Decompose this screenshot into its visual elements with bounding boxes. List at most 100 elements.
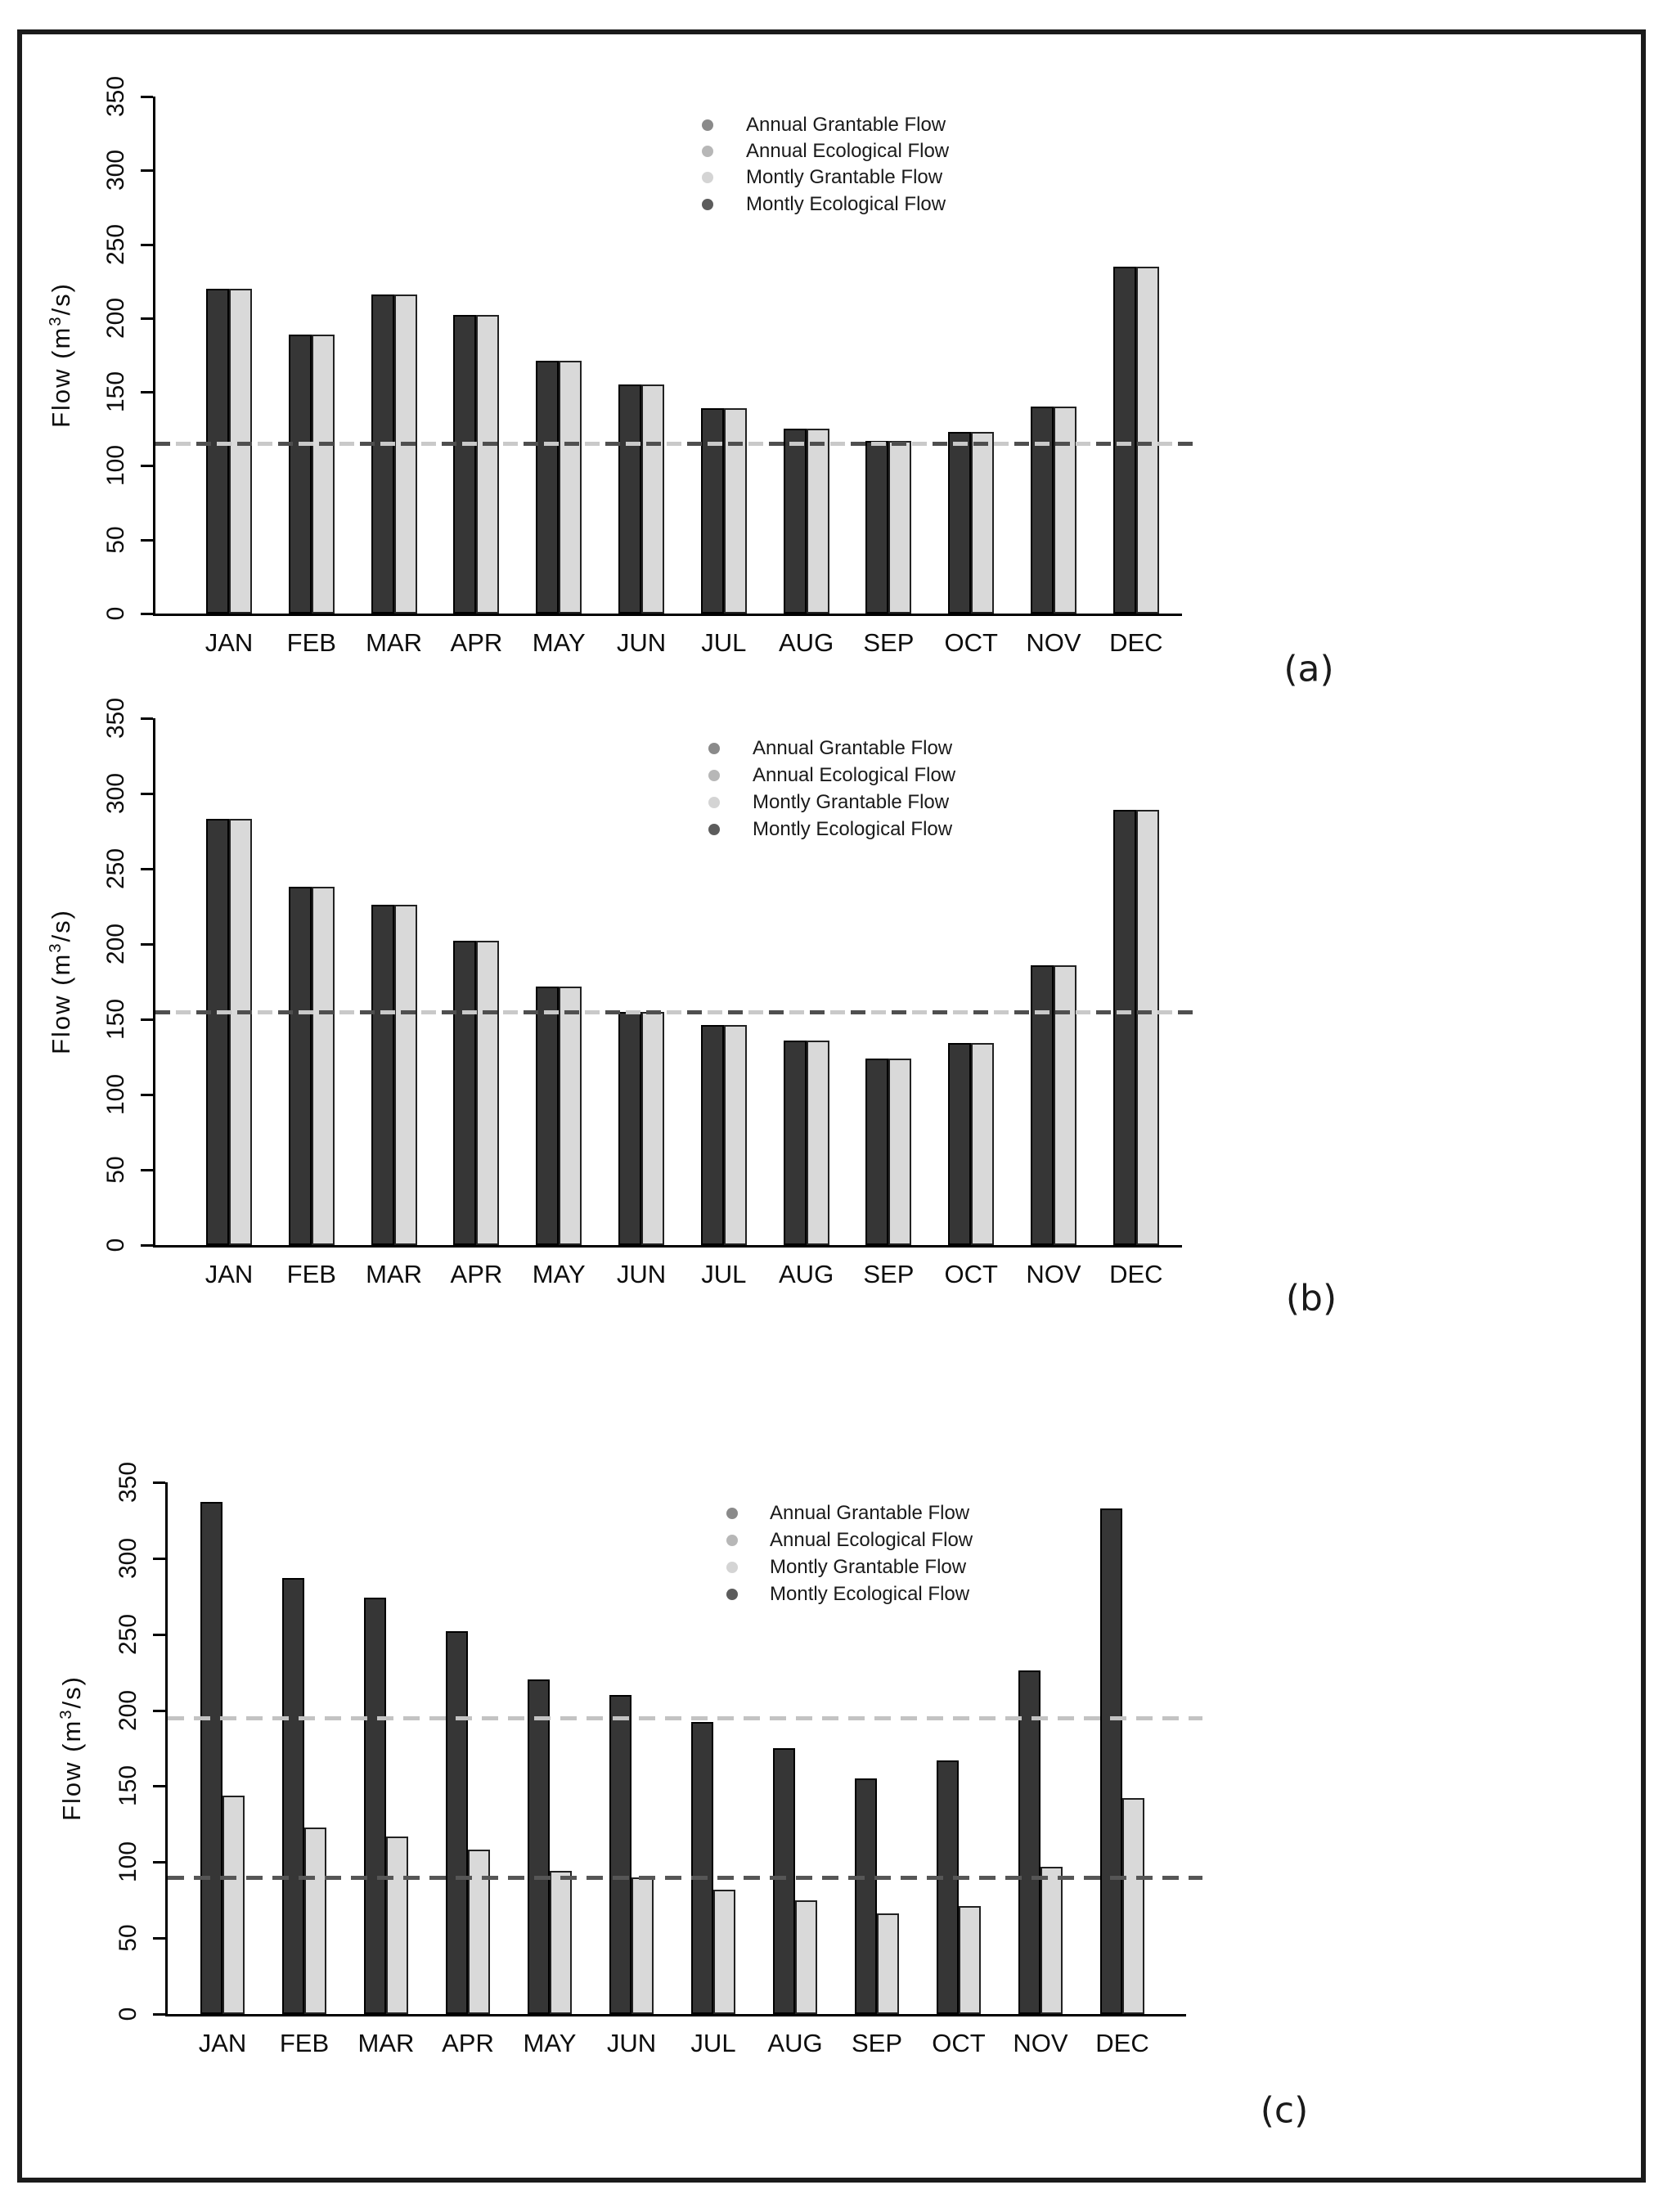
- y-tick-label: 350: [115, 1462, 142, 1504]
- legend-dot-4: [726, 1589, 738, 1600]
- legend-dot-3: [702, 172, 713, 183]
- y-axis-title-part: /s): [57, 1675, 87, 1709]
- legend-label-2: Annual Ecological Flow: [753, 764, 956, 786]
- dashed-line-dark: [168, 1875, 1202, 1880]
- legend-dot-2: [726, 1535, 738, 1546]
- y-tick: [153, 1937, 165, 1940]
- month-label-jan: JAN: [205, 1260, 254, 1288]
- bar-may-light: [559, 986, 582, 1245]
- legend-label-1: Annual Grantable Flow: [746, 114, 946, 136]
- bar-feb-light: [304, 1827, 326, 2014]
- legend-label-3: Montly Grantable Flow: [753, 791, 950, 813]
- bar-may-dark: [528, 1679, 550, 2014]
- month-label-sep: SEP: [863, 1260, 915, 1288]
- dashed-line-dual: [155, 1009, 1198, 1014]
- y-axis-title: Flow (m3/s): [47, 909, 76, 1054]
- bar-jul-light: [723, 407, 747, 614]
- month-label-nov: NOV: [1013, 2029, 1068, 2057]
- month-label-sep: SEP: [863, 628, 915, 657]
- bar-aug-light: [795, 1900, 817, 2014]
- legend-label-3: Montly Grantable Flow: [770, 1556, 967, 1578]
- y-tick-label: 0: [115, 2007, 142, 2021]
- legend-label-4: Montly Ecological Flow: [753, 818, 953, 840]
- y-tick: [153, 2013, 165, 2016]
- y-tick-label: 300: [102, 772, 129, 815]
- month-label-dec: DEC: [1109, 1260, 1163, 1288]
- month-label-apr: APR: [450, 1260, 503, 1288]
- y-tick: [141, 1094, 153, 1096]
- y-tick-label: 150: [102, 371, 129, 413]
- y-tick-label: 0: [102, 1238, 129, 1252]
- bar-jun-light: [641, 1011, 664, 1245]
- bar-apr-light: [468, 1850, 490, 2014]
- bar-sep-dark: [855, 1778, 877, 2014]
- legend-dot-3: [726, 1562, 738, 1573]
- bar-sep-dark: [865, 440, 889, 614]
- month-label-mar: MAR: [357, 2029, 415, 2057]
- month-label-feb: FEB: [279, 2029, 330, 2057]
- bar-mar-dark: [371, 905, 394, 1245]
- month-label-jul: JUL: [690, 2029, 736, 2057]
- y-tick-label: 100: [102, 445, 129, 487]
- y-tick: [141, 1244, 153, 1247]
- bar-nov-light: [1054, 407, 1076, 614]
- dashed-line-dual: [155, 442, 1198, 447]
- bar-may-dark: [536, 361, 560, 614]
- y-tick: [153, 1633, 165, 1636]
- bar-sep-light: [877, 1913, 899, 2014]
- bar-dec-light: [1135, 810, 1159, 1245]
- y-tick-label: 50: [102, 1156, 129, 1184]
- y-axis-title: Flow (m3/s): [57, 1675, 87, 1821]
- dashed-line-light: [168, 1715, 1202, 1720]
- month-label-sep: SEP: [851, 2029, 903, 2057]
- y-tick: [153, 1709, 165, 1712]
- y-tick: [141, 243, 153, 246]
- bar-mar-light: [393, 294, 417, 614]
- y-tick: [141, 868, 153, 870]
- y-axis-title-part: Flow (m: [47, 326, 76, 428]
- bar-nov-light: [1040, 1866, 1063, 2014]
- panel-caption-c: (c): [1260, 2089, 1309, 2132]
- month-label-nov: NOV: [1026, 628, 1081, 657]
- x-axis: [153, 1245, 1182, 1248]
- bar-jan-dark: [206, 819, 229, 1245]
- legend-dot-1: [708, 743, 720, 754]
- month-label-jul: JUL: [701, 628, 747, 657]
- y-axis: [153, 718, 155, 1248]
- bar-nov-dark: [1031, 407, 1054, 614]
- bar-sep-light: [888, 1058, 912, 1245]
- panel-caption-a: (a): [1283, 648, 1334, 690]
- y-tick: [141, 465, 153, 468]
- bar-jul-dark: [691, 1722, 713, 2014]
- figure-border: [17, 29, 1646, 2183]
- bar-jun-light: [631, 1877, 654, 2014]
- y-tick-label: 250: [102, 847, 129, 890]
- y-axis-title-part: 3: [46, 942, 65, 953]
- bar-jul-light: [713, 1889, 735, 2014]
- month-label-apr: APR: [442, 2029, 494, 2057]
- month-label-dec: DEC: [1109, 628, 1163, 657]
- legend-dot-2: [708, 770, 720, 781]
- month-label-may: MAY: [532, 628, 586, 657]
- bar-apr-dark: [453, 315, 477, 614]
- y-tick-label: 200: [102, 297, 129, 339]
- y-axis: [153, 96, 155, 616]
- y-tick: [141, 169, 153, 173]
- y-tick-label: 100: [102, 1073, 129, 1116]
- bar-mar-light: [393, 905, 417, 1245]
- y-tick: [153, 1481, 165, 1485]
- bar-dec-dark: [1112, 810, 1136, 1245]
- bar-mar-light: [386, 1836, 408, 2014]
- bar-oct-dark: [937, 1760, 959, 2014]
- y-axis-title-part: 3: [46, 315, 65, 326]
- legend-dot-2: [702, 146, 713, 157]
- bar-apr-dark: [446, 1631, 468, 2014]
- y-tick: [141, 613, 153, 615]
- month-label-mar: MAR: [366, 1260, 423, 1288]
- legend-label-2: Annual Ecological Flow: [770, 1529, 973, 1551]
- y-tick: [141, 538, 153, 542]
- y-tick-label: 150: [102, 998, 129, 1041]
- y-tick: [141, 943, 153, 946]
- bar-oct-dark: [948, 431, 972, 614]
